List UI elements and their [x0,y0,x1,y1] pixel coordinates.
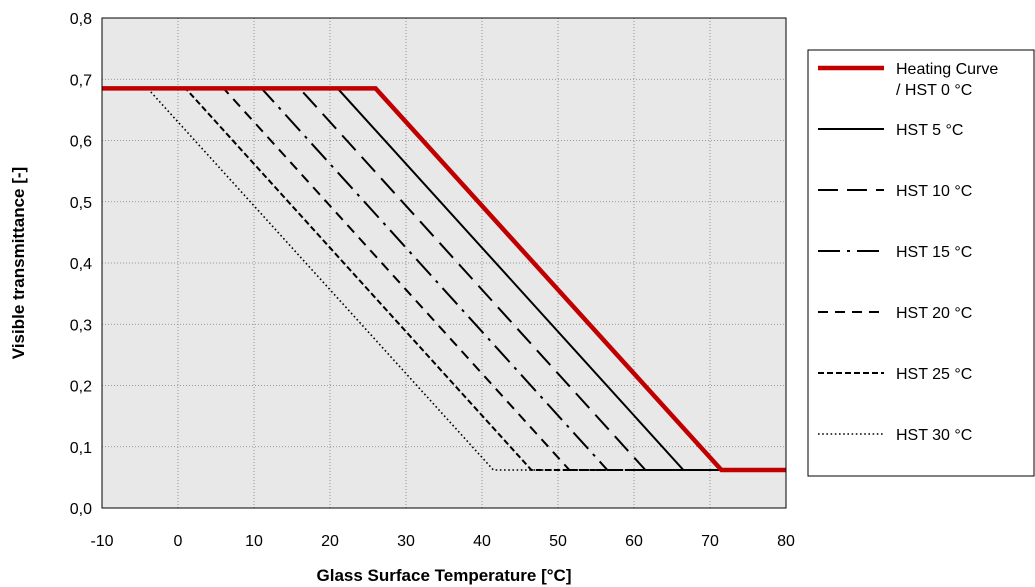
legend-label: HST 10 °C [896,183,972,200]
x-tick-label: 70 [701,533,719,550]
y-tick-label: 0,1 [70,440,92,457]
x-tick-label: -10 [90,533,113,550]
legend-box [807,49,1035,477]
x-axis-label: Glass Surface Temperature [°C] [317,566,572,585]
legend: Heating Curve / HST 0 °C HST 5 °C HST 10 °C… [807,49,1035,477]
y-tick-label: 0,3 [70,317,92,334]
y-tick-label: 0,5 [70,195,92,212]
legend-label: HST 30 °C [896,427,972,444]
y-tick-label: 0,4 [70,256,92,273]
gridlines [102,18,786,508]
tick-labels: -10 0 10 20 30 40 50 60 70 80 0,0 0,1 0,2 0,3 0,4 0,5 0,… [70,11,795,550]
x-tick-label: 40 [473,533,491,550]
x-tick-label: 10 [245,533,263,550]
y-tick-label: 0,8 [70,11,92,28]
legend-label: / HST 0 °C [896,82,972,99]
x-tick-label: 0 [174,533,183,550]
legend-label: HST 5 °C [896,122,963,139]
series-line [102,86,786,473]
y-tick-label: 0,0 [70,501,92,518]
x-tick-label: 20 [321,533,339,550]
y-tick-label: 0,2 [70,379,92,396]
x-tick-label: 50 [549,533,567,550]
legend-label: HST 15 °C [896,244,972,261]
y-tick-label: 0,7 [70,72,92,89]
y-tick-label: 0,6 [70,134,92,151]
x-tick-label: 60 [625,533,643,550]
x-tick-label: 80 [777,533,795,550]
y-axis-label: Visible transmittance [-] [9,167,28,359]
x-tick-label: 30 [397,533,415,550]
legend-label: HST 20 °C [896,305,972,322]
legend-label: Heating Curve [896,61,998,78]
series-lines [102,86,786,473]
legend-label: HST 25 °C [896,366,972,383]
plot-border [101,17,787,509]
